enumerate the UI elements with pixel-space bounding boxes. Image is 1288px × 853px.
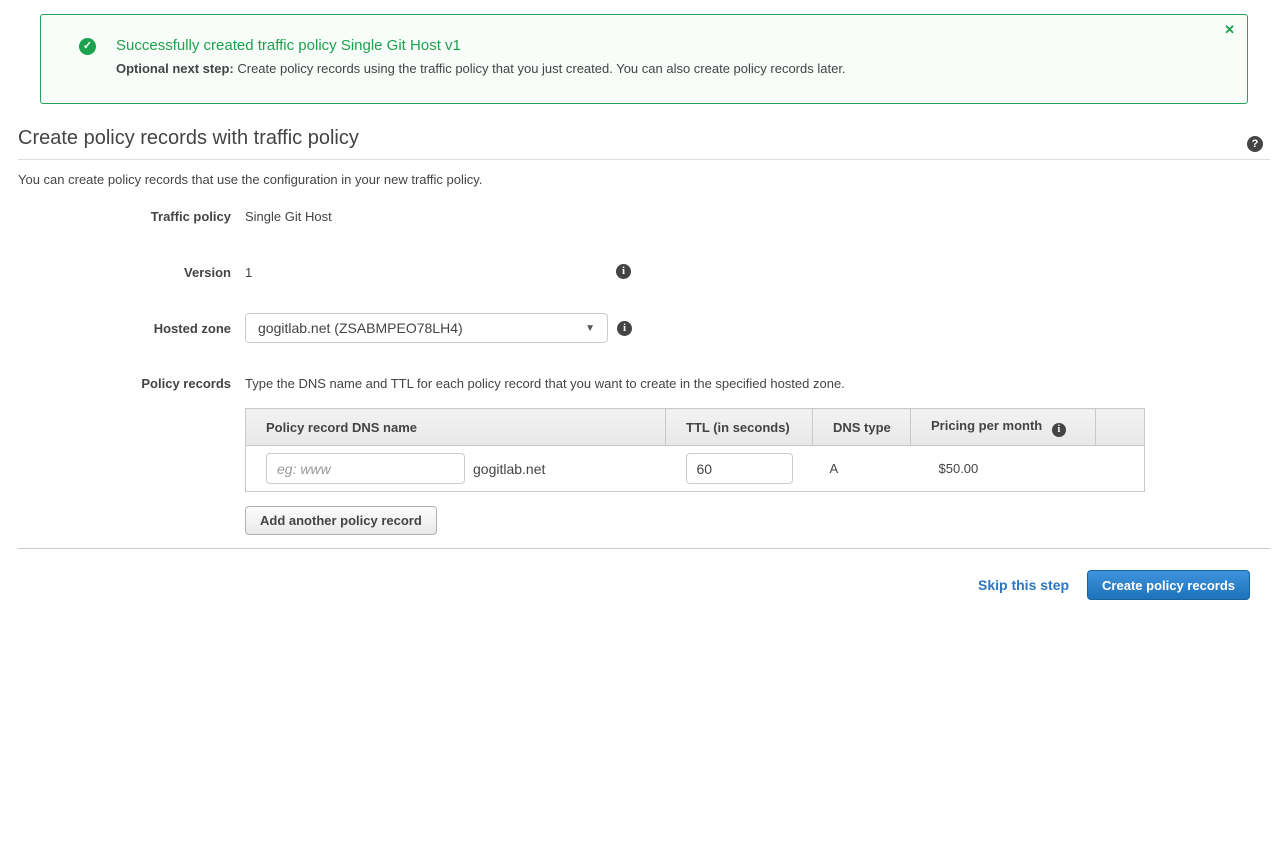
success-check-icon: ✓ [79,38,96,55]
header-dns-name: Policy record DNS name [245,408,666,446]
policy-record-form: Traffic policy Single Git Host Version 1… [18,209,1270,535]
banner-next-step-text: Create policy records using the traffic … [233,61,846,76]
traffic-policy-value: Single Git Host [245,209,332,224]
ttl-input[interactable] [685,453,793,484]
footer-divider [18,548,1270,549]
traffic-policy-row: Traffic policy Single Git Host [18,209,1270,224]
success-banner: ✓ Successfully created traffic policy Si… [40,14,1248,104]
banner-title: Successfully created traffic policy Sing… [116,37,461,54]
domain-suffix: gogitlab.net [473,460,546,477]
page-content: Create policy records with traffic polic… [0,127,1288,600]
header-pricing: Pricing per month i [910,408,1096,446]
hosted-zone-info-icon[interactable]: i [617,320,632,336]
banner-subtext: Optional next step: Create policy record… [116,61,846,76]
policy-records-label: Policy records [141,376,231,391]
pricing-cell: $50.00 [910,445,1096,492]
close-icon[interactable]: ✕ [1224,22,1235,37]
banner-next-step-label: Optional next step: [116,61,234,76]
policy-records-table: Policy record DNS name TTL (in seconds) … [245,408,1145,492]
table-header-row: Policy record DNS name TTL (in seconds) … [245,408,1145,446]
skip-step-link[interactable]: Skip this step [978,577,1070,593]
page-title-text: Create policy records with traffic polic… [18,127,359,149]
create-policy-records-button[interactable]: Create policy records [1087,570,1250,600]
page-intro: You can create policy records that use t… [18,172,483,187]
header-pricing-text: Pricing per month [931,417,1043,433]
policy-records-description: Type the DNS name and TTL for each polic… [245,376,845,391]
hosted-zone-selected-value: gogitlab.net (ZSABMPEO78LH4) [258,320,463,336]
add-policy-record-button[interactable]: Add another policy record [245,506,437,535]
policy-records-value-wrap: Type the DNS name and TTL for each polic… [245,376,1270,535]
policy-records-row: Policy records Type the DNS name and TTL… [18,376,1270,535]
dns-name-input[interactable] [266,453,465,484]
page-title: Create policy records with traffic polic… [18,127,1270,160]
extra-cell [1095,445,1145,492]
ttl-cell [665,445,813,492]
version-value-wrap: 1 i [245,264,1270,280]
dns-name-cell: gogitlab.net [245,445,666,492]
chevron-down-icon: ▼ [585,322,595,334]
hosted-zone-line: gogitlab.net (ZSABMPEO78LH4) ▼ i [245,313,1270,343]
banner-text: Successfully created traffic policy Sing… [116,37,846,76]
hosted-zone-value-wrap: gogitlab.net (ZSABMPEO78LH4) ▼ i [245,313,1270,343]
version-label: Version [184,265,231,280]
traffic-policy-label: Traffic policy [150,209,231,224]
hosted-zone-select[interactable]: gogitlab.net (ZSABMPEO78LH4) ▼ [245,313,608,343]
header-ttl: TTL (in seconds) [665,408,813,446]
version-value: 1 [245,265,253,280]
dns-type-cell: A [812,445,911,492]
hosted-zone-label: Hosted zone [153,321,231,336]
pricing-info-icon[interactable]: i [1051,422,1066,437]
header-dns-type: DNS type [812,408,911,446]
table-row: gogitlab.net A $50.00 [245,445,1145,492]
version-row: Version 1 i [18,264,1270,280]
header-extra [1095,408,1145,446]
hosted-zone-row: Hosted zone gogitlab.net (ZSABMPEO78LH4)… [18,313,1270,343]
help-icon[interactable]: ? [1247,136,1263,152]
footer-actions: Skip this step Create policy records [18,570,1270,600]
version-info-icon[interactable]: i [616,264,631,279]
